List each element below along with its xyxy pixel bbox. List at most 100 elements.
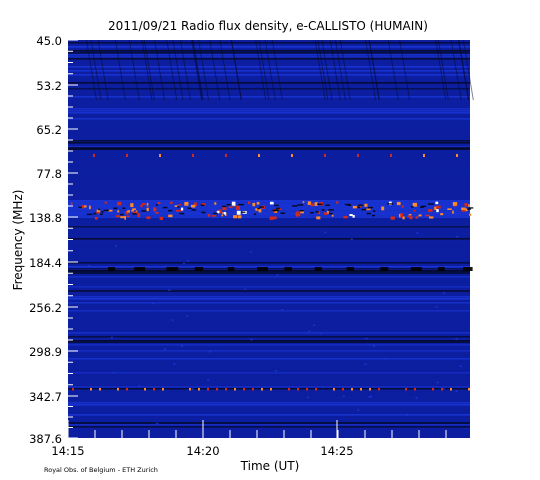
texture-stripe <box>68 226 470 228</box>
burst-pixel <box>179 209 182 212</box>
burst-pixel <box>464 203 468 207</box>
burst-pixel <box>296 211 300 216</box>
burst-pixel <box>412 202 418 207</box>
burst-pixel <box>236 210 241 215</box>
dotted-band-pixel-bottom <box>315 388 317 391</box>
texture-stripe <box>68 268 470 270</box>
absorption-pixel <box>141 210 147 212</box>
burst-pixel <box>126 215 130 218</box>
burst-pixel <box>190 204 196 208</box>
texture-stripe <box>68 244 470 246</box>
spectrogram-bursts <box>70 154 474 425</box>
texture-stripe <box>68 82 470 84</box>
texture-stripe <box>68 258 470 260</box>
burst-pixel <box>390 216 395 220</box>
speckle-pixel <box>307 396 310 399</box>
dotted-band-pixel-bottom <box>225 388 227 391</box>
texture-stripe <box>68 104 470 106</box>
texture-stripe <box>68 338 470 340</box>
texture-stripe <box>68 414 470 416</box>
dotted-band-pixel-bottom <box>450 388 452 391</box>
speckle-pixel <box>171 319 174 321</box>
y-axis-label: Frequency (MHz) <box>11 190 25 291</box>
texture-stripe <box>68 378 470 380</box>
chart-title: 2011/09/21 Radio flux density, e-CALLIST… <box>108 19 428 33</box>
texture-stripe <box>68 416 470 418</box>
texture-stripe <box>68 240 470 242</box>
dotted-band-pixel-top <box>225 154 227 157</box>
texture-stripe <box>68 110 470 112</box>
texture-stripe <box>68 56 470 58</box>
texture-stripe <box>68 66 470 68</box>
texture-stripe <box>68 356 470 358</box>
texture-stripe <box>68 52 470 54</box>
texture-stripe <box>68 284 470 286</box>
burst-pixel <box>436 209 439 213</box>
absorption-blob <box>166 267 179 271</box>
dotted-band-pixel-bottom <box>414 388 416 391</box>
texture-stripe <box>68 256 470 258</box>
burst-pixel <box>409 216 413 220</box>
absorption-pixel <box>122 207 126 210</box>
texture-stripe <box>68 198 470 200</box>
absorption-pixel <box>100 213 103 216</box>
burst-pixel <box>336 201 339 204</box>
burst-pixel <box>142 203 146 205</box>
y-tick-label-3: 77.8 <box>36 167 62 181</box>
texture-stripe <box>68 408 470 410</box>
speckle-pixel <box>180 345 183 347</box>
burst-pixel <box>140 204 143 208</box>
texture-stripe <box>68 108 470 110</box>
texture-stripe <box>68 90 470 92</box>
burst-pixel <box>94 216 98 220</box>
burst-pixel <box>146 202 149 206</box>
texture-streak <box>97 39 109 101</box>
texture-stripe <box>68 388 470 390</box>
speckle-pixel <box>112 372 115 374</box>
burst-pixel <box>269 201 274 205</box>
speckle-pixel <box>385 358 388 360</box>
absorption-blob <box>314 267 322 271</box>
texture-stripe <box>68 168 470 170</box>
texture-stripe <box>68 242 470 244</box>
texture-stripe <box>68 158 470 160</box>
burst-pixel <box>207 213 211 217</box>
speckle-pixel <box>110 336 113 339</box>
burst-pixel <box>88 205 91 210</box>
texture-streak <box>172 39 184 101</box>
absorption-pixel <box>467 208 472 210</box>
burst-pixel <box>396 201 401 206</box>
absorption-pixel <box>280 212 286 215</box>
absorption-pixel <box>168 209 173 212</box>
burst-pixel <box>316 216 321 220</box>
texture-stripe <box>68 324 470 326</box>
speckle-pixel <box>324 231 327 234</box>
texture-stripe <box>68 252 470 254</box>
absorption-pixel <box>274 204 279 207</box>
texture-stripe <box>68 316 470 318</box>
absorption-pixel <box>358 204 363 206</box>
speckle-pixel <box>368 396 371 398</box>
dotted-band-pixel-bottom <box>99 388 101 391</box>
texture-stripe <box>68 432 470 434</box>
texture-stripe <box>68 146 470 148</box>
burst-pixel <box>324 212 328 215</box>
burst-pixel <box>221 214 224 217</box>
texture-stripe <box>68 428 470 430</box>
texture-stripe <box>68 366 470 368</box>
texture-stripe <box>68 318 470 320</box>
dotted-band-pixel-bottom <box>432 388 434 391</box>
absorption-blob <box>380 267 389 271</box>
dotted-band-pixel-top <box>126 154 128 157</box>
speckle-pixel <box>173 363 176 365</box>
absorption-pixel <box>276 207 281 210</box>
burst-pixel <box>108 209 113 212</box>
burst-pixel <box>70 202 73 205</box>
texture-stripe <box>68 118 470 120</box>
texture-streak <box>258 39 270 101</box>
dark-gap-band <box>68 290 470 292</box>
speckle-pixel <box>350 238 353 241</box>
burst-pixel <box>413 209 416 212</box>
absorption-blob <box>134 267 146 271</box>
burst-pixel <box>96 211 101 214</box>
